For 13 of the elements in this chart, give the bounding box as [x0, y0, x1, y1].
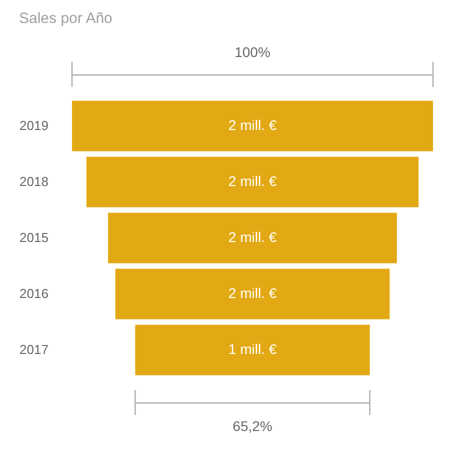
category-label: 2019 [20, 118, 48, 133]
data-label: 2 mill. € [228, 229, 277, 245]
category-label: 2015 [20, 230, 48, 245]
text: 65,2% [232, 418, 272, 434]
data-label: 1 mill. € [228, 341, 277, 357]
category-label: 2017 [20, 342, 48, 357]
data-label: 2 mill. € [228, 285, 277, 301]
category-label: 2018 [20, 174, 48, 189]
category-label: 2016 [20, 286, 48, 301]
text: Sales por Año [19, 10, 112, 27]
text: 100% [234, 44, 270, 60]
data-label: 2 mill. € [228, 117, 277, 133]
data-label: 2 mill. € [228, 173, 277, 189]
